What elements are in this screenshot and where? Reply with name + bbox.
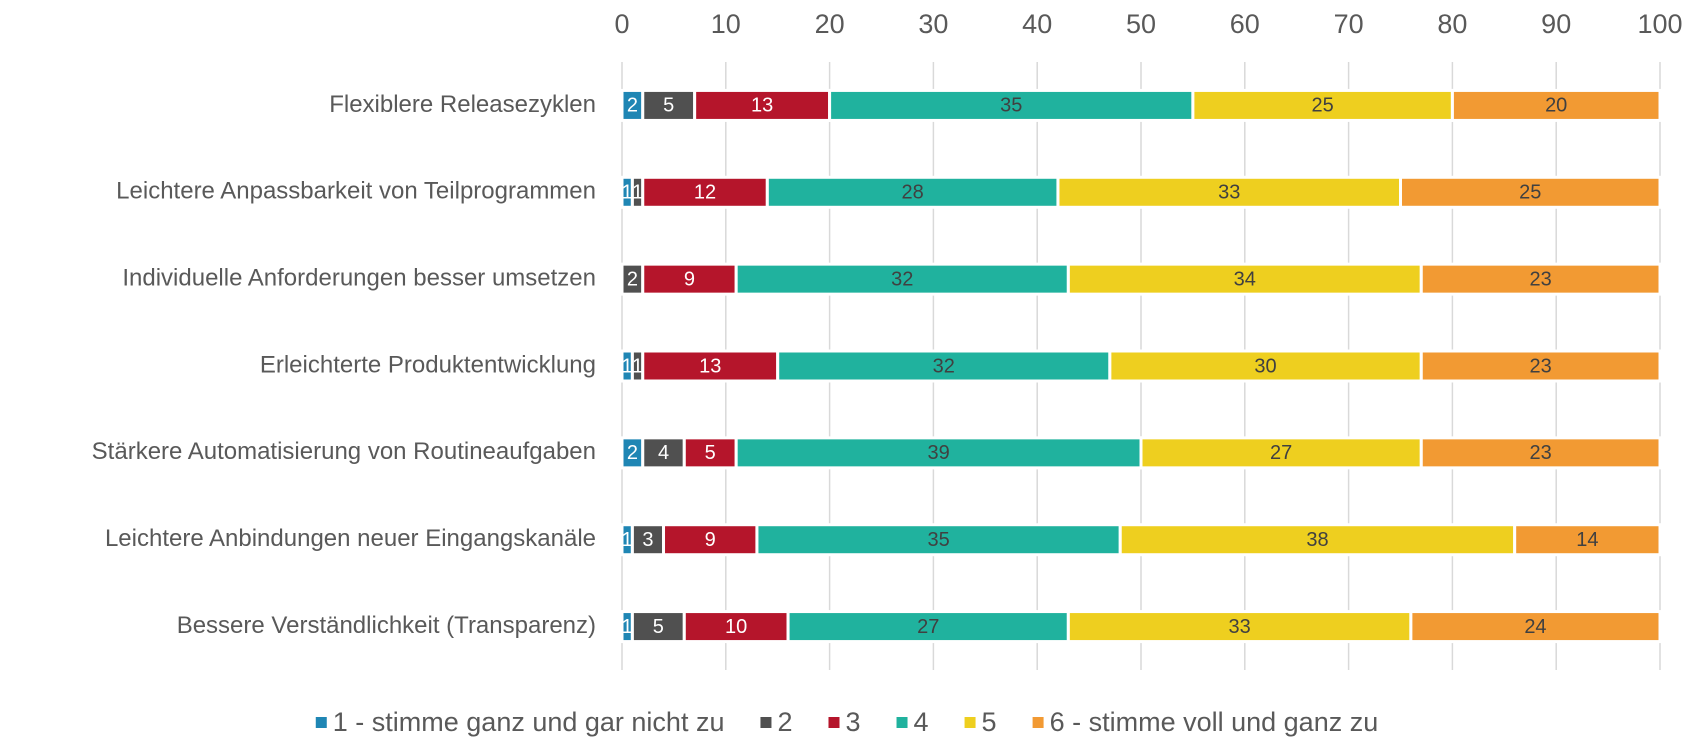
legend-label: 1 - stimme ganz und gar nicht zu — [333, 707, 725, 737]
data-label: 9 — [705, 529, 716, 551]
bar-segment — [1450, 88, 1662, 122]
legend-label: 5 — [982, 707, 997, 737]
data-label: 28 — [902, 182, 924, 204]
data-label: 38 — [1306, 529, 1328, 551]
x-tick-label: 80 — [1437, 9, 1467, 39]
bar-segment — [1056, 175, 1402, 209]
x-tick-label: 40 — [1022, 9, 1052, 39]
legend-label: 6 - stimme voll und ganz zu — [1050, 707, 1379, 737]
legend-swatch — [760, 717, 772, 728]
data-label: 2 — [627, 442, 638, 464]
data-label: 12 — [694, 182, 716, 204]
x-tick-label: 50 — [1126, 9, 1156, 39]
data-label: 1 — [622, 529, 633, 551]
data-label: 13 — [699, 355, 721, 377]
data-label: 27 — [1270, 442, 1292, 464]
data-label: 9 — [684, 268, 695, 290]
data-label: 1 — [622, 182, 633, 204]
x-tick-label: 90 — [1541, 9, 1571, 39]
data-label: 23 — [1530, 442, 1552, 464]
data-label: 1 — [632, 182, 643, 204]
bar-segment — [1419, 262, 1662, 296]
data-label: 39 — [927, 442, 949, 464]
data-label: 10 — [725, 616, 747, 638]
legend-label: 3 — [845, 707, 860, 737]
legend-swatch — [1032, 717, 1044, 728]
data-label: 24 — [1524, 616, 1546, 638]
y-tick-label: Erleichterte Produktentwicklung — [260, 351, 596, 378]
data-label: 2 — [627, 268, 638, 290]
x-tick-label: 0 — [614, 9, 629, 39]
legend-swatch — [964, 717, 976, 728]
data-label: 30 — [1254, 355, 1276, 377]
bar-segment — [776, 349, 1112, 383]
data-label: 23 — [1530, 355, 1552, 377]
bar-segment — [1108, 349, 1423, 383]
y-tick-label: Leichtere Anbindungen neuer Eingangskanä… — [105, 525, 596, 552]
data-label: 25 — [1519, 182, 1541, 204]
data-label: 27 — [917, 616, 939, 638]
bar-segment — [1419, 436, 1662, 470]
data-label: 1 — [632, 355, 643, 377]
legend-swatch — [896, 717, 908, 728]
data-label: 32 — [933, 355, 955, 377]
y-tick-label: Bessere Verständlichkeit (Transparenz) — [177, 612, 596, 639]
data-label: 1 — [622, 616, 633, 638]
data-label: 20 — [1545, 95, 1567, 117]
data-label: 35 — [1000, 95, 1022, 117]
x-tick-label: 10 — [711, 9, 741, 39]
data-label: 32 — [891, 268, 913, 290]
x-tick-label: 60 — [1230, 9, 1260, 39]
legend-swatch — [315, 717, 327, 728]
data-label: 34 — [1234, 268, 1256, 290]
bar-segment — [682, 610, 790, 644]
bar-segment — [1419, 349, 1662, 383]
data-label: 5 — [653, 616, 664, 638]
bar-segment — [734, 436, 1143, 470]
data-label: 23 — [1530, 268, 1552, 290]
bar-segment — [1066, 610, 1413, 644]
data-label: 5 — [663, 95, 674, 117]
x-tick-label: 20 — [815, 9, 845, 39]
y-tick-label: Leichtere Anpassbarkeit von Teilprogramm… — [116, 178, 596, 205]
bar-segment — [1409, 610, 1662, 644]
data-label: 2 — [627, 95, 638, 117]
y-tick-label: Individuelle Anforderungen besser umsetz… — [122, 264, 596, 291]
x-tick-label: 100 — [1637, 9, 1682, 39]
data-label: 33 — [1218, 182, 1240, 204]
bar-segment — [682, 436, 738, 470]
bar-segment — [641, 436, 686, 470]
legend-swatch — [828, 717, 840, 728]
data-label: 4 — [658, 442, 669, 464]
data-label: 1 — [622, 355, 633, 377]
data-label: 33 — [1228, 616, 1250, 638]
legend-label: 2 — [777, 707, 792, 737]
y-tick-label: Stärkere Automatisierung von Routineaufg… — [92, 438, 596, 465]
data-label: 25 — [1312, 95, 1334, 117]
x-tick-label: 30 — [918, 9, 948, 39]
data-label: 35 — [927, 529, 949, 551]
y-tick-label: Flexiblere Releasezyklen — [329, 91, 596, 118]
data-label: 3 — [642, 529, 653, 551]
bar-segment — [1513, 523, 1662, 557]
bar-segment — [1399, 175, 1662, 209]
x-tick-label: 70 — [1334, 9, 1364, 39]
data-label: 13 — [751, 95, 773, 117]
data-label: 14 — [1576, 529, 1598, 551]
legend-label: 4 — [914, 707, 929, 737]
bar-segment — [662, 523, 759, 557]
legend: 1 - stimme ganz und gar nicht zu 2 3 4 5 6 - … — [315, 707, 1379, 737]
bar-segment — [641, 349, 780, 383]
data-label: 5 — [705, 442, 716, 464]
